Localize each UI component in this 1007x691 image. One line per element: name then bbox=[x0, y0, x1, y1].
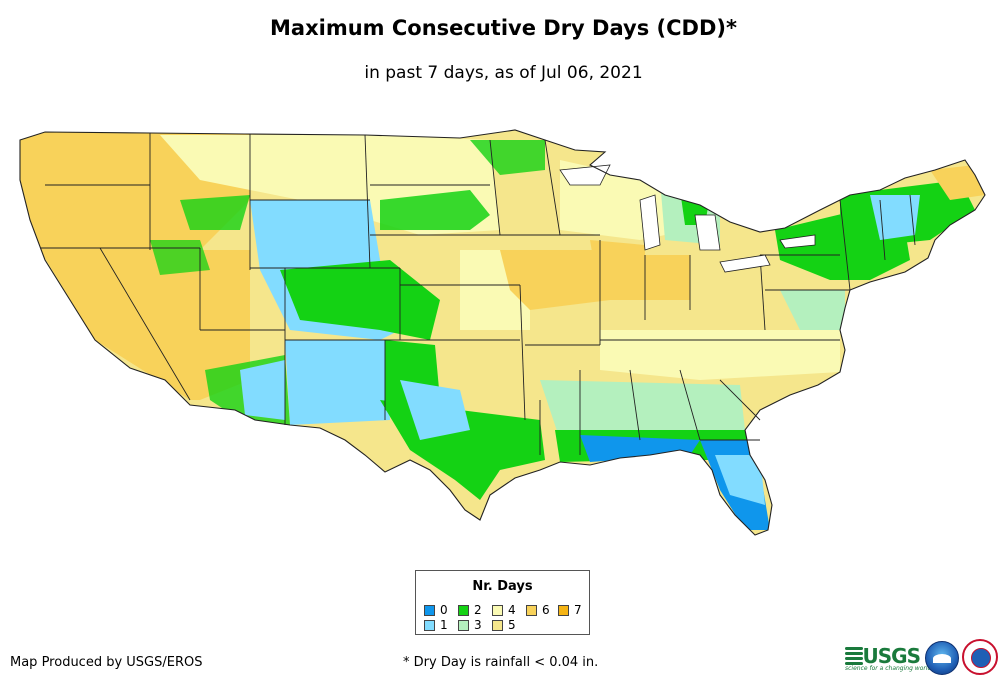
legend-label-0: 0 bbox=[440, 603, 448, 617]
us-cdd-map bbox=[19, 129, 986, 536]
map-subtitle: in past 7 days, as of Jul 06, 2021 bbox=[364, 63, 643, 83]
map-credit: Map Produced by USGS/EROS bbox=[10, 655, 203, 670]
legend-label-7: 7 bbox=[574, 603, 582, 617]
legend-swatch-1 bbox=[424, 619, 435, 631]
legend-swatch-0 bbox=[424, 604, 435, 616]
noaa-logo bbox=[925, 641, 959, 675]
legend-label-4: 4 bbox=[508, 603, 516, 617]
legend-swatch-7 bbox=[558, 604, 569, 616]
legend-label-1: 1 bbox=[440, 618, 448, 632]
legend-swatch-2 bbox=[458, 604, 469, 616]
legend-label-5: 5 bbox=[508, 618, 516, 632]
dry-day-footnote: * Dry Day is rainfall < 0.04 in. bbox=[403, 655, 599, 670]
usgs-tagline: science for a changing world bbox=[845, 665, 932, 672]
noaa-bird-icon bbox=[933, 654, 951, 663]
map-legend: Nr. Days 0 1 2 3 4 5 6 7 bbox=[415, 570, 590, 635]
legend-swatch-6 bbox=[526, 604, 537, 616]
legend-item-7: 7 bbox=[558, 603, 582, 617]
legend-item-1: 1 bbox=[424, 618, 448, 632]
legend-item-4: 4 bbox=[492, 603, 516, 617]
legend-item-5: 5 bbox=[492, 618, 516, 632]
nws-logo bbox=[962, 639, 998, 675]
legend-swatch-4 bbox=[492, 604, 503, 616]
legend-swatch-5 bbox=[492, 619, 503, 631]
map-title: Maximum Consecutive Dry Days (CDD)* bbox=[270, 16, 737, 40]
legend-item-2: 2 bbox=[458, 603, 482, 617]
nws-center-icon bbox=[971, 648, 991, 668]
legend-label-2: 2 bbox=[474, 603, 482, 617]
legend-swatch-3 bbox=[458, 619, 469, 631]
legend-item-3: 3 bbox=[458, 618, 482, 632]
usgs-logo-text: USGS bbox=[862, 644, 921, 668]
legend-label-6: 6 bbox=[542, 603, 550, 617]
usgs-wave-icon bbox=[845, 645, 863, 667]
usgs-logo: USGS bbox=[845, 642, 921, 670]
legend-item-0: 0 bbox=[424, 603, 448, 617]
legend-label-3: 3 bbox=[474, 618, 482, 632]
legend-title: Nr. Days bbox=[472, 579, 533, 594]
legend-item-6: 6 bbox=[526, 603, 550, 617]
